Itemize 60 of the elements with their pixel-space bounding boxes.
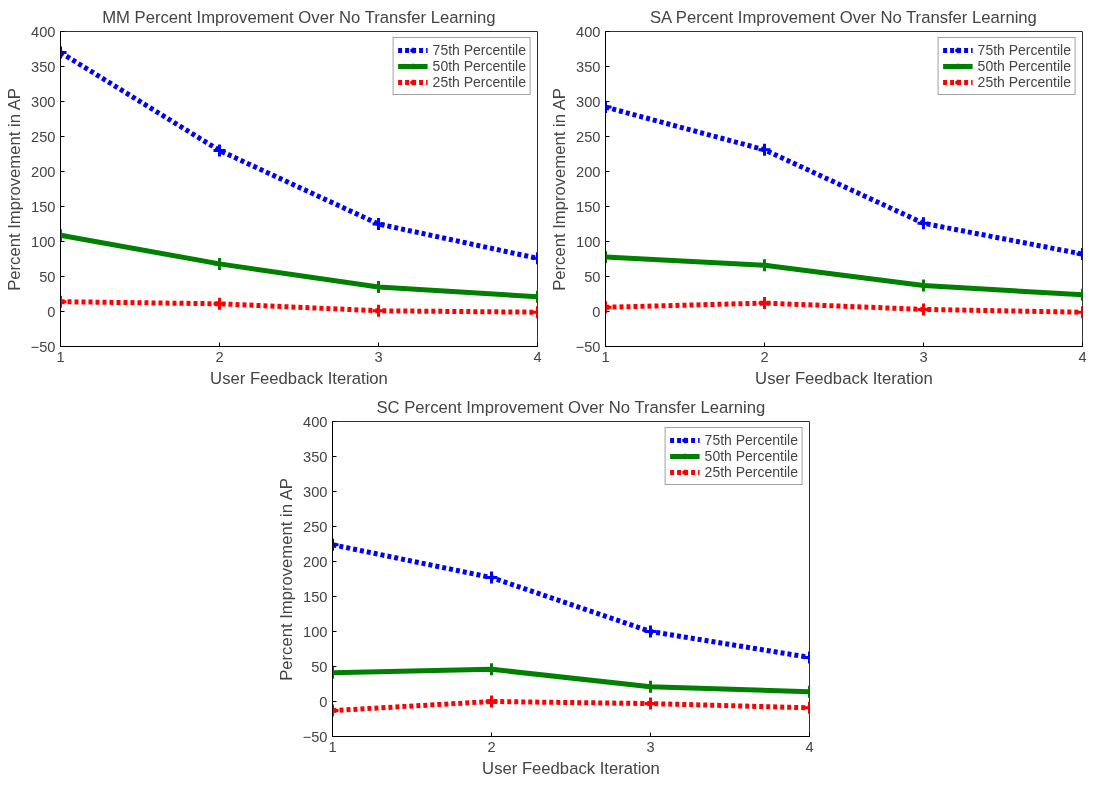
y-tick-label: 100 xyxy=(576,233,601,250)
legend-label: 75th Percentile xyxy=(704,432,798,448)
y-tick-label: 300 xyxy=(576,93,601,110)
x-tick-label: 1 xyxy=(601,348,610,365)
y-tick-label: 100 xyxy=(303,623,328,640)
x-axis-title: User Feedback Iteration xyxy=(482,758,660,778)
legend-label: 25th Percentile xyxy=(432,74,526,90)
y-tick-label: 250 xyxy=(576,128,601,145)
x-axis-title: User Feedback Iteration xyxy=(210,368,388,388)
y-tick-label: 150 xyxy=(303,588,328,605)
y-tick-label: 400 xyxy=(303,413,328,430)
y-tick-label: 350 xyxy=(576,58,601,75)
x-tick-label: 4 xyxy=(1078,348,1087,365)
x-tick-label: 2 xyxy=(215,348,224,365)
x-tick-label: 1 xyxy=(328,738,337,755)
y-tick-label: 100 xyxy=(31,233,56,250)
legend-label: 50th Percentile xyxy=(977,58,1071,74)
x-tick-label: 4 xyxy=(805,738,814,755)
x-tick-label: 3 xyxy=(374,348,383,365)
x-tick-label: 1 xyxy=(56,348,65,365)
legend-label: 75th Percentile xyxy=(977,42,1071,58)
legend-label: 75th Percentile xyxy=(432,42,526,58)
x-axis-title: User Feedback Iteration xyxy=(755,368,933,388)
y-tick-label: 350 xyxy=(303,448,328,465)
chart-title: MM Percent Improvement Over No Transfer Learning xyxy=(102,7,496,27)
y-tick-label: 50 xyxy=(584,268,601,285)
y-tick-label: 150 xyxy=(31,198,56,215)
y-tick-label: −50 xyxy=(30,338,56,355)
y-tick-label: 200 xyxy=(576,163,601,180)
y-tick-label: −50 xyxy=(575,338,601,355)
legend-label: 50th Percentile xyxy=(704,448,798,464)
x-tick-label: 2 xyxy=(760,348,769,365)
x-tick-label: 3 xyxy=(919,348,928,365)
y-tick-label: 300 xyxy=(31,93,56,110)
y-tick-label: 50 xyxy=(39,268,56,285)
legend-label: 25th Percentile xyxy=(977,74,1071,90)
y-tick-label: 250 xyxy=(303,518,328,535)
y-tick-label: 250 xyxy=(31,128,56,145)
chart-title: SC Percent Improvement Over No Transfer Learning xyxy=(376,397,766,417)
chart-title: SA Percent Improvement Over No Transfer Learning xyxy=(649,7,1037,27)
y-axis-title: Percent Improvement in AP xyxy=(4,88,24,291)
x-tick-label: 3 xyxy=(646,738,655,755)
y-tick-label: 300 xyxy=(303,483,328,500)
y-tick-label: 200 xyxy=(31,163,56,180)
y-tick-label: 0 xyxy=(47,303,56,320)
y-tick-label: 400 xyxy=(31,23,56,40)
y-tick-label: 400 xyxy=(576,23,601,40)
legend-label: 25th Percentile xyxy=(704,464,798,480)
y-tick-label: 150 xyxy=(576,198,601,215)
y-tick-label: 0 xyxy=(319,693,328,710)
legend-label: 50th Percentile xyxy=(432,58,526,74)
y-axis-title: Percent Improvement in AP xyxy=(549,88,569,291)
y-tick-label: 0 xyxy=(592,303,601,320)
x-tick-label: 2 xyxy=(487,738,496,755)
y-tick-label: 350 xyxy=(31,58,56,75)
y-tick-label: 200 xyxy=(303,553,328,570)
y-axis-title: Percent Improvement in AP xyxy=(276,478,296,681)
x-tick-label: 4 xyxy=(533,348,542,365)
y-tick-label: 50 xyxy=(311,658,328,675)
y-tick-label: −50 xyxy=(302,728,328,745)
